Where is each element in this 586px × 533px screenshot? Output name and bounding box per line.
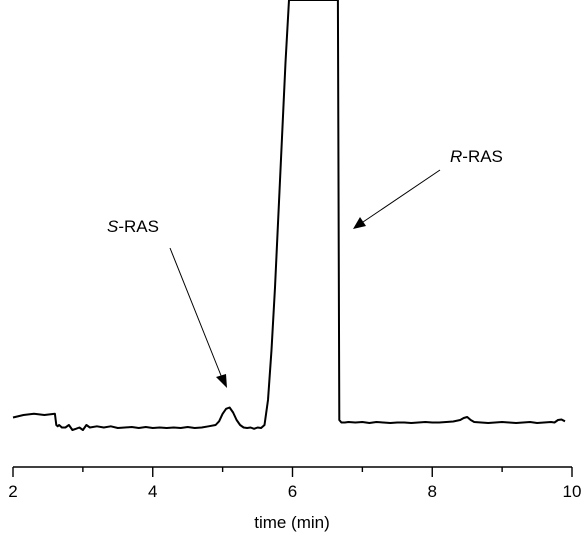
s-ras-label: S-RAS — [107, 217, 159, 236]
r-ras-arrow-line — [362, 169, 441, 223]
x-tick-label: 6 — [288, 482, 297, 501]
s-ras-label-letter: S — [107, 217, 119, 236]
x-tick-label: 8 — [428, 482, 437, 501]
s-ras-arrow-head — [216, 374, 227, 388]
x-tick-label: 10 — [563, 482, 582, 501]
x-axis-title: time (min) — [254, 513, 330, 532]
annotation-layer: S-RAS R-RAS — [107, 147, 503, 388]
x-tick-label: 2 — [8, 482, 17, 501]
x-tick-label: 4 — [148, 482, 157, 501]
s-ras-arrow-line — [169, 247, 223, 379]
r-ras-label-suffix: -RAS — [462, 147, 503, 166]
x-axis-ticks: 2 4 6 8 10 — [8, 467, 581, 501]
r-ras-label: R-RAS — [450, 147, 503, 166]
chromatogram-trace — [12, 0, 566, 431]
trace-layer — [12, 0, 566, 431]
r-ras-arrow-head — [353, 217, 366, 229]
s-ras-label-suffix: -RAS — [118, 217, 159, 236]
r-ras-label-letter: R — [450, 147, 462, 166]
